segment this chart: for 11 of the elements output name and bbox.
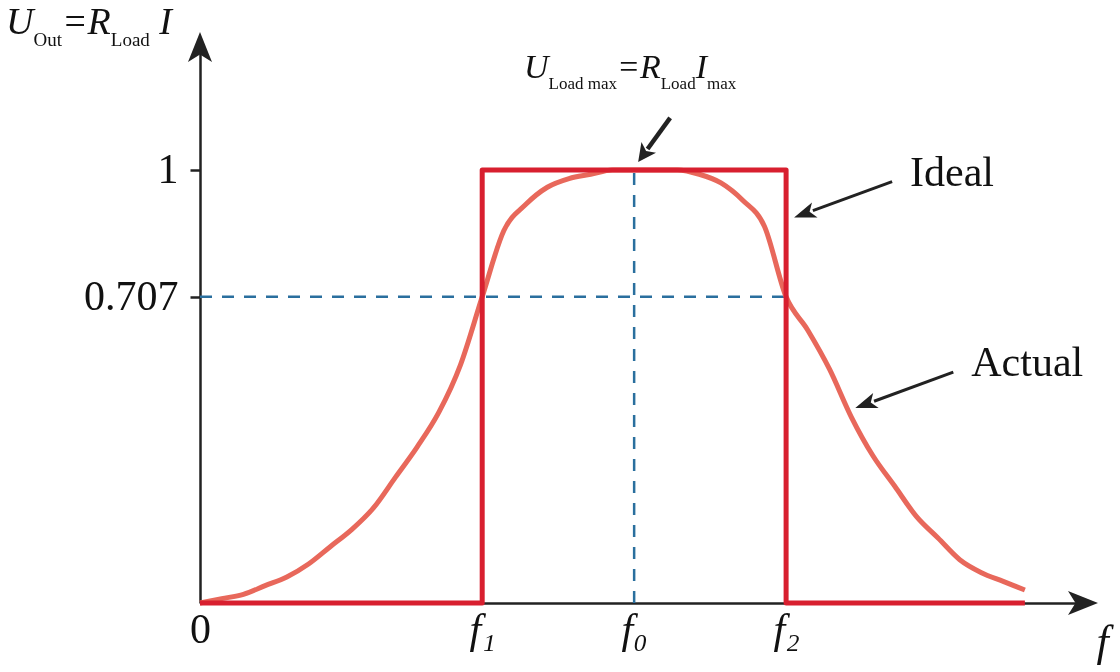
- text: Ideal: [910, 148, 995, 195]
- x-tick-label: f₁: [469, 605, 496, 652]
- annotation: U$_{Load max}$=R$_{Load}$I$_{max}$: [524, 47, 737, 93]
- x-tick-label: f₀: [621, 605, 648, 652]
- y-tick-label: 1: [157, 146, 179, 193]
- y-axis-title: U$_{Out}$=R$_{Load}$ I: [5, 0, 175, 51]
- text: Actual: [971, 339, 1084, 386]
- x-tick-label: f₂: [773, 605, 800, 652]
- x-axis-title: f: [1096, 616, 1115, 666]
- y-tick-label: 0.707: [84, 273, 179, 320]
- x-tick-label: 0: [190, 605, 211, 652]
